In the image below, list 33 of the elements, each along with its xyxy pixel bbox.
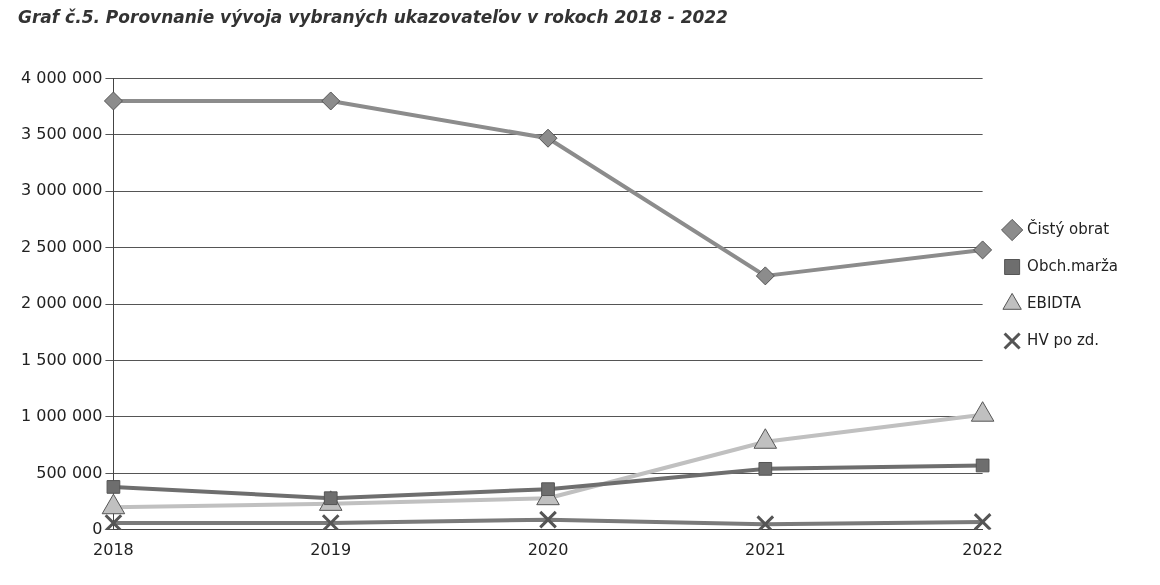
point: [538, 510, 558, 529]
y-tick-label: 1 000 000: [20, 406, 103, 426]
x-tick-label: 2022: [962, 539, 1003, 559]
point: [973, 240, 993, 260]
point: [321, 513, 340, 530]
x-tick-label: 2020: [527, 539, 569, 559]
chart-title: Graf č.5. Porovnanie vývoja vybraných ukazovateľov v rokoch 2018 - 2022: [18, 6, 728, 27]
legend-label: EBIDTA: [1027, 293, 1082, 312]
point: [321, 91, 341, 111]
point: [106, 480, 121, 494]
point: [103, 91, 123, 111]
point: [975, 458, 990, 473]
y-tick-label: 4 000 000: [20, 67, 103, 87]
y-tick-label: 500 000: [36, 462, 103, 482]
y-tick-label: 3 500 000: [20, 123, 103, 143]
legend-label: HV po zd.: [1027, 330, 1100, 349]
x-tick-label: 2021: [744, 539, 786, 559]
x-tick-label: 2019: [310, 539, 352, 559]
point: [758, 462, 773, 476]
point: [756, 514, 775, 530]
y-tick-label: 3 000 000: [20, 180, 103, 200]
x-tick-label: 2018: [93, 539, 134, 559]
point: [541, 482, 555, 497]
legend-label: Čistý obrat: [1027, 218, 1110, 238]
point: [755, 266, 775, 286]
point: [973, 512, 992, 530]
legend-label: Obch.marža: [1027, 256, 1118, 275]
y-tick-label: 1 500 000: [20, 349, 103, 369]
y-tick-label: 2 500 000: [20, 236, 103, 256]
y-tick-label: 2 000 000: [20, 293, 103, 313]
y-tick-label: 0: [92, 518, 103, 538]
point: [538, 128, 558, 148]
point: [104, 513, 123, 530]
